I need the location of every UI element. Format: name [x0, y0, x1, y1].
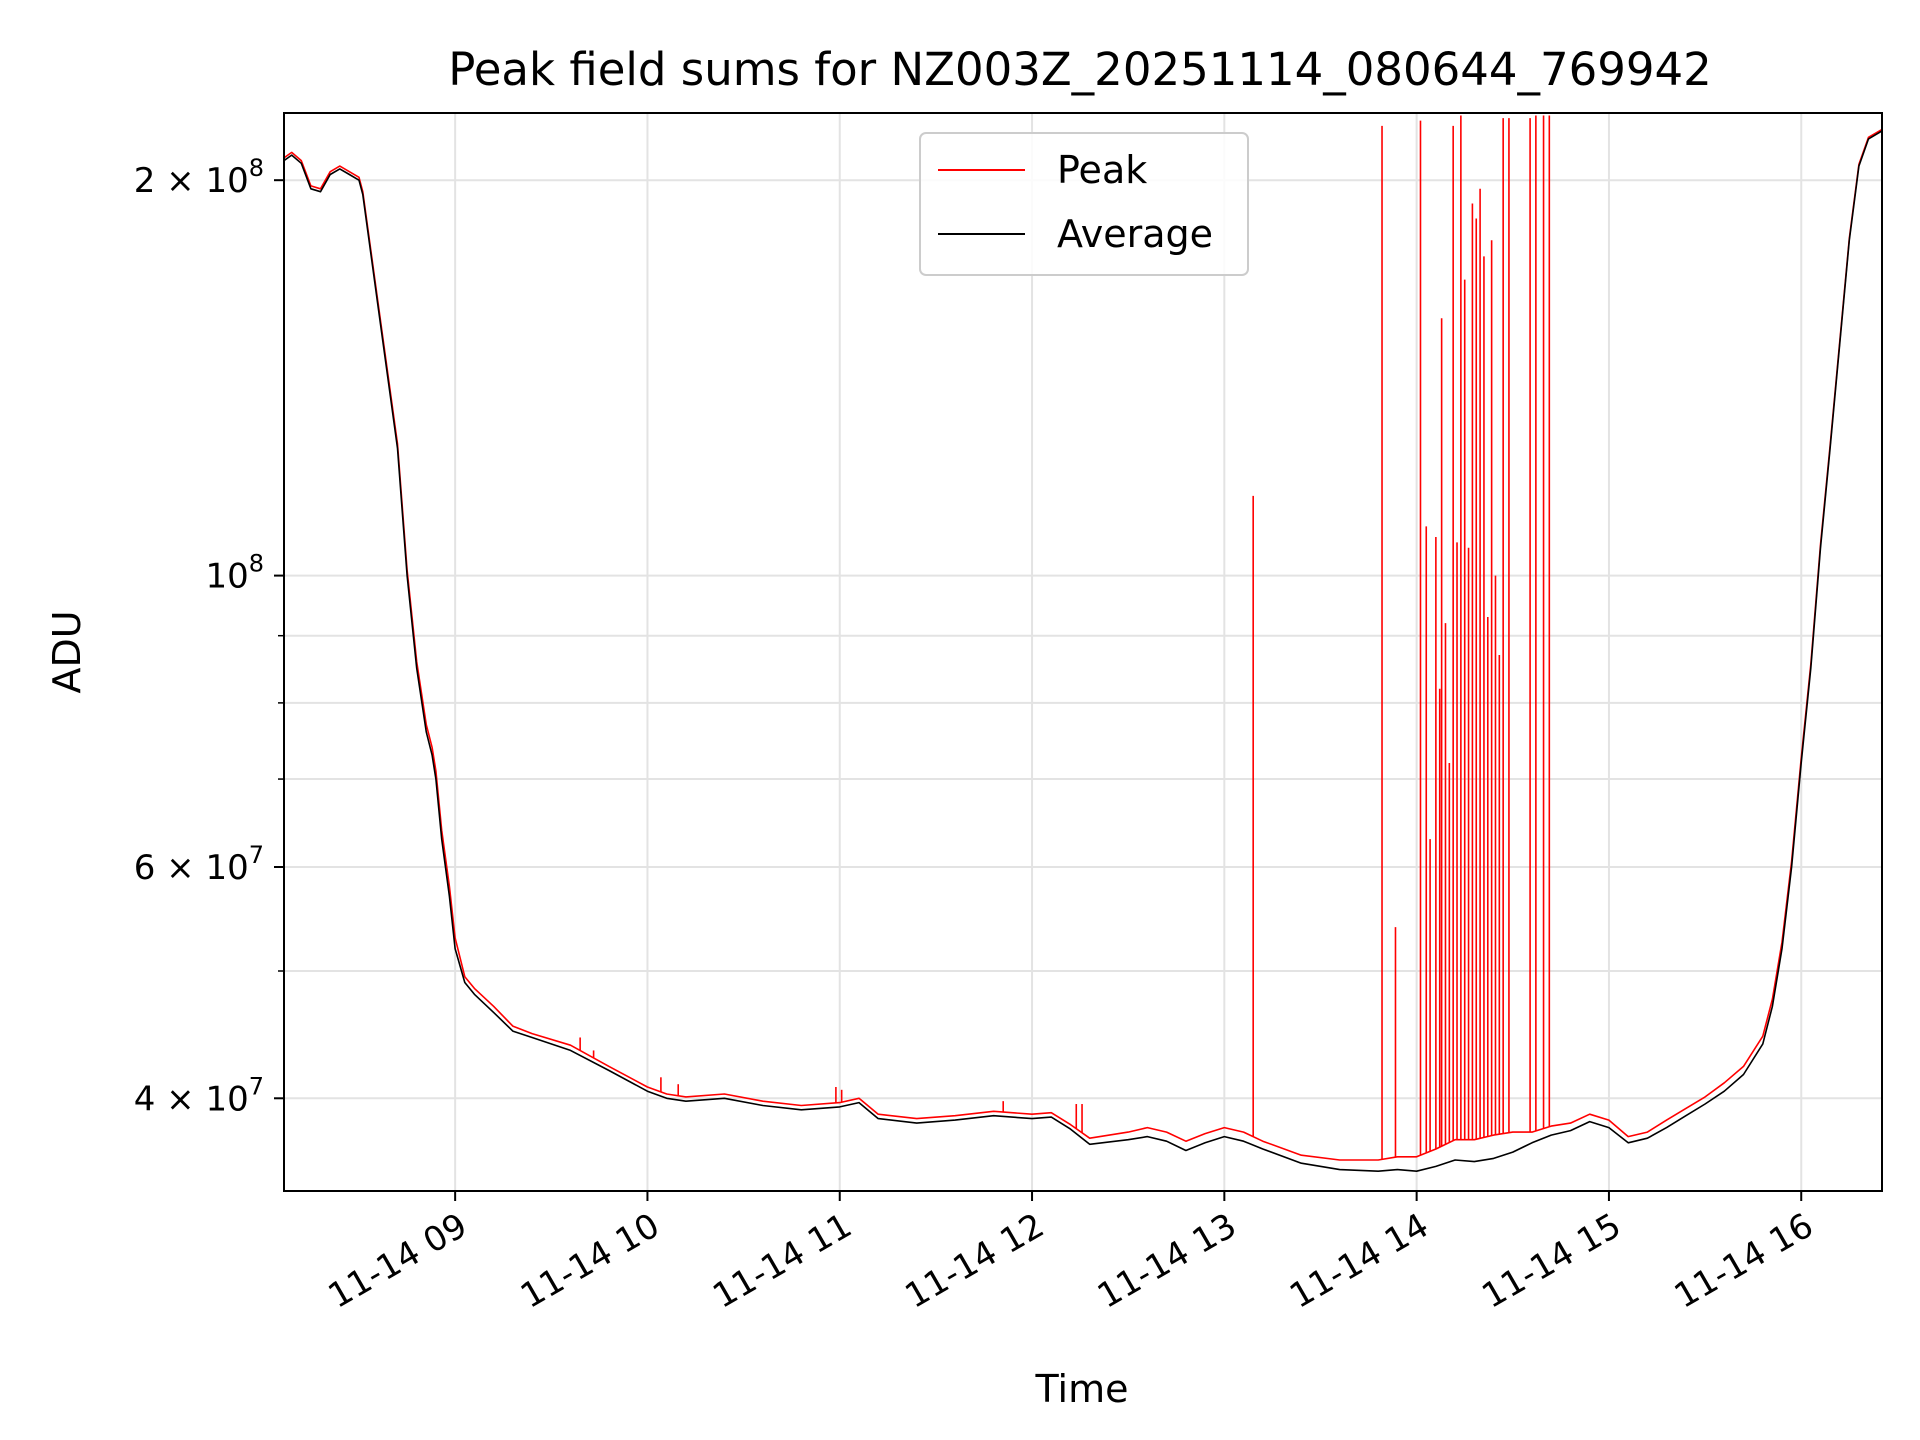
y-tick-exponent: 8	[249, 154, 264, 182]
y-tick-exponent: 7	[249, 841, 264, 869]
y-tick-label: 4 × 107	[134, 1072, 264, 1119]
gridlines	[284, 113, 1882, 1191]
y-tick-exponent: 7	[249, 1072, 264, 1100]
y-tick-label: 2 × 108	[134, 154, 264, 201]
y-tick-label: 6 × 107	[134, 841, 264, 888]
y-tick-mantissa: 4	[134, 1079, 156, 1119]
plot-series	[284, 115, 1882, 1172]
average-series-line	[284, 130, 1882, 1172]
peak-series-line	[284, 128, 1882, 1161]
legend: Peak Average	[919, 132, 1249, 276]
plot-frame	[283, 112, 1883, 1192]
y-tick-exponent: 8	[249, 550, 264, 578]
y-axis-label: ADU	[45, 610, 89, 693]
legend-label-average: Average	[1057, 212, 1213, 256]
y-tick-label: 108	[205, 550, 264, 597]
legend-label-peak: Peak	[1057, 148, 1147, 192]
y-tick-mantissa: 6	[134, 848, 156, 888]
x-axis-label: Time	[1035, 1367, 1129, 1411]
chart-title: Peak field sums for NZ003Z_20251114_0806…	[448, 43, 1712, 96]
y-tick-mantissa: 2	[134, 161, 156, 201]
legend-box	[919, 132, 1249, 276]
